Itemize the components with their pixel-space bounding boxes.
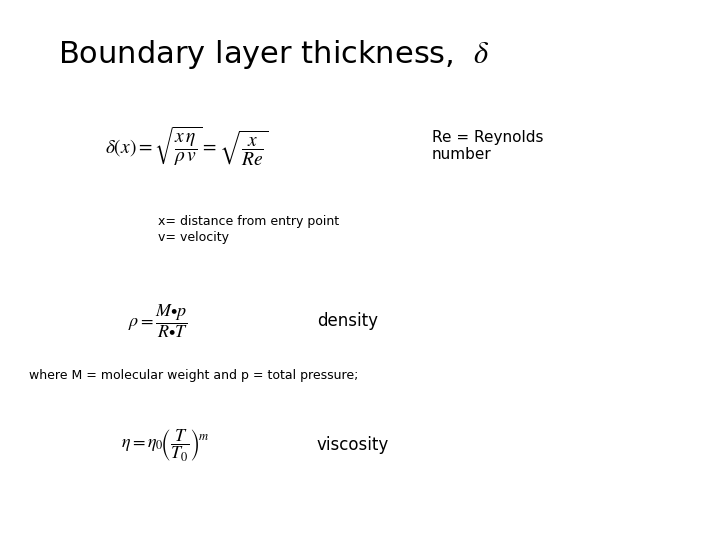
Text: $\delta(x) = \sqrt{\dfrac{x\,\eta}{\rho\,v}} = \sqrt{\dfrac{x}{Re}}$: $\delta(x) = \sqrt{\dfrac{x\,\eta}{\rho\… (105, 124, 269, 167)
Text: $\rho = \dfrac{M{\bullet}p}{R{\bullet}T}$: $\rho = \dfrac{M{\bullet}p}{R{\bullet}T}… (128, 302, 189, 340)
Text: Boundary layer thickness,  $\delta$: Boundary layer thickness, $\delta$ (58, 38, 490, 71)
Text: where M = molecular weight and p = total pressure;: where M = molecular weight and p = total… (29, 369, 358, 382)
Text: viscosity: viscosity (317, 436, 389, 455)
Text: x= distance from entry point
v= velocity: x= distance from entry point v= velocity (158, 215, 340, 244)
Text: $\eta = \eta_0\!\left(\dfrac{T}{T_0}\right)^{\!m}$: $\eta = \eta_0\!\left(\dfrac{T}{T_0}\rig… (122, 428, 210, 463)
Text: Re = Reynolds
number: Re = Reynolds number (432, 130, 544, 162)
Text: density: density (317, 312, 378, 330)
